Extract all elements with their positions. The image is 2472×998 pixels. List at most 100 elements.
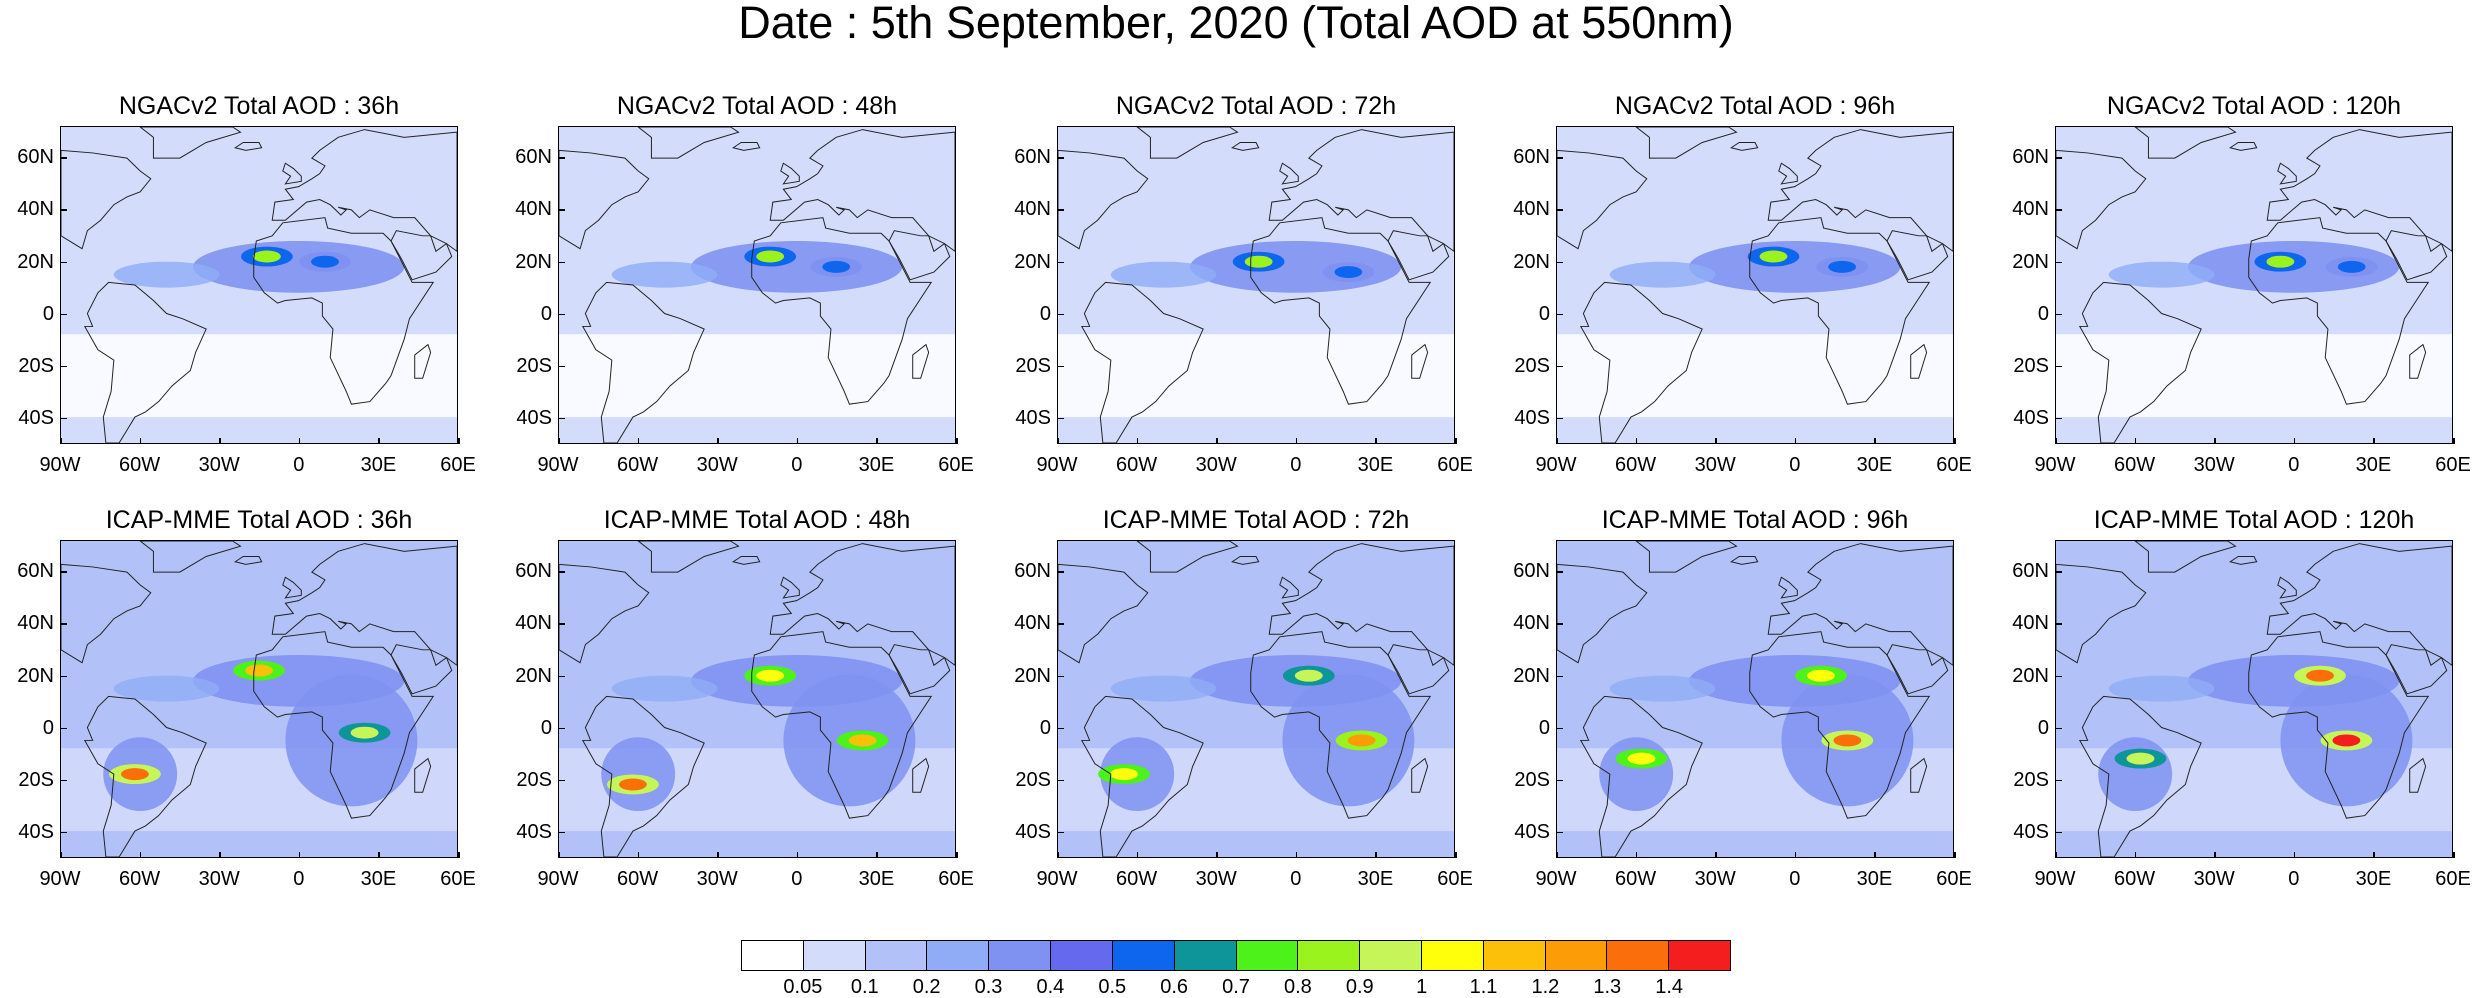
x-tick-label: 30E (360, 454, 397, 476)
coastline-arabia (390, 644, 453, 695)
y-tick-mark (2055, 571, 2062, 573)
aod-map (1058, 127, 1454, 443)
y-tick-label: 60N (17, 560, 54, 583)
colorbar-swatch (865, 941, 928, 970)
y-tick-mark (2055, 623, 2062, 625)
x-tick-mark (1455, 852, 1457, 858)
coastline-arabia (888, 230, 951, 281)
x-tick-label: 90W (537, 868, 579, 890)
y-tick-label: 20N (1014, 664, 1051, 687)
coastline-madagascar (414, 757, 432, 793)
y-tick-label: 20S (2013, 354, 2049, 377)
y-tick-label: 0 (42, 716, 54, 739)
x-tick-label: 30W (198, 454, 240, 476)
coastline-south-america (1579, 695, 1703, 857)
colorbar-swatch (1545, 941, 1608, 970)
coastline-arabia (2385, 644, 2448, 695)
map-frame (1556, 540, 1954, 858)
coastline-africa (751, 217, 933, 405)
colorbar-label: 1.2 (1531, 976, 1560, 998)
coastline-north-america (1058, 149, 1149, 250)
map-panel-icap-mme-5: ICAP-MME Total AOD : 120h 60N 40N 20N 0 20S 40… (1995, 506, 2472, 921)
coastline-gb (2277, 576, 2297, 599)
y-tick-label: 60N (17, 146, 54, 169)
aod-dust-plume (1110, 675, 1217, 702)
x-tick-label: 30W (696, 868, 738, 890)
x-tick-label: 30E (1856, 868, 1893, 890)
x-tick-mark (2293, 438, 2296, 444)
colorbar-swatch (1421, 941, 1484, 970)
y-tick-mark (1057, 313, 1064, 316)
x-tick-mark (796, 438, 799, 444)
coastline-africa (1250, 631, 1432, 819)
map-panel-ngacv2-4: NGACv2 Total AOD : 96h 60N 40N 20N 0 20S 40S 90… (1496, 92, 1996, 507)
y-tick-mark (2055, 209, 2062, 211)
y-tick-label: 0 (1538, 716, 1550, 739)
x-tick-label: 60E (1936, 868, 1972, 890)
y-tick-mark (558, 779, 565, 782)
x-tick-label: 0 (2288, 454, 2300, 476)
x-tick-mark (637, 438, 640, 444)
y-tick-label: 40N (1014, 198, 1051, 221)
panel-title: NGACv2 Total AOD : 72h (1115, 92, 1397, 120)
y-tick-label: 60N (2012, 146, 2049, 169)
colorbar-label: 1.3 (1593, 976, 1622, 998)
x-tick-mark (1715, 852, 1717, 858)
colorbar-label: 0.5 (1098, 976, 1127, 998)
y-tick-mark (1057, 831, 1064, 834)
x-tick-label: 30E (360, 868, 397, 890)
x-tick-mark (1874, 438, 1876, 444)
coastline-greenland (637, 541, 740, 573)
y-tick-mark (558, 209, 565, 211)
colorbar-swatch (1607, 941, 1670, 970)
coastline-africa (2248, 631, 2430, 819)
coastline-madagascar (1910, 757, 1928, 793)
aod-hotspot-core (756, 250, 785, 263)
y-tick-mark (60, 675, 67, 678)
colorbar-label: 1.1 (1469, 976, 1498, 998)
y-tick-label: 40S (1514, 406, 1550, 429)
x-tick-mark (60, 438, 62, 444)
colorbar-swatch (1483, 941, 1546, 970)
y-tick-mark (1057, 157, 1064, 159)
y-tick-mark (558, 157, 565, 159)
coastline-greenland (1635, 541, 1738, 573)
y-tick-mark (558, 571, 565, 573)
map-panel-ngacv2-3: NGACv2 Total AOD : 72h 60N 40N 20N 0 20S 40S 90… (997, 92, 1497, 507)
coastline-greenland (1635, 127, 1738, 159)
colorbar-label: 1.4 (1655, 976, 1684, 998)
x-tick-label: 60W (119, 454, 161, 476)
x-tick-label: 60W (1615, 868, 1657, 890)
x-tick-mark (2214, 852, 2216, 858)
panel-title: ICAP-MME Total AOD : 72h (1102, 506, 1410, 534)
x-tick-mark (2373, 852, 2375, 858)
x-tick-label: 30E (1357, 454, 1394, 476)
y-tick-mark (2055, 831, 2062, 834)
x-tick-label: 90W (1036, 454, 1078, 476)
coastline-africa (253, 631, 435, 819)
y-tick-mark (1556, 727, 1563, 730)
map-frame (1057, 126, 1455, 444)
y-tick-label: 60N (515, 146, 552, 169)
coastline-iceland (1729, 556, 1759, 565)
y-tick-mark (1556, 157, 1563, 159)
aod-colorbar (741, 940, 1731, 971)
map-frame (60, 540, 458, 858)
y-tick-mark (1057, 417, 1064, 420)
x-tick-mark (1216, 852, 1218, 858)
x-tick-mark (2373, 438, 2375, 444)
aod-hotspot-core (1627, 752, 1656, 765)
y-tick-mark (60, 365, 67, 368)
y-tick-label: 20S (18, 768, 54, 791)
x-tick-mark (2214, 438, 2216, 444)
x-tick-mark (2293, 852, 2296, 858)
y-tick-mark (60, 417, 67, 420)
x-tick-label: 30E (1856, 454, 1893, 476)
x-tick-label: 30E (858, 454, 895, 476)
colorbar-label: 0.4 (1036, 976, 1065, 998)
y-tick-mark (60, 209, 67, 211)
y-tick-label: 40N (17, 198, 54, 221)
y-tick-mark (2055, 313, 2062, 316)
y-tick-mark (1057, 675, 1064, 678)
y-tick-mark (558, 675, 565, 678)
